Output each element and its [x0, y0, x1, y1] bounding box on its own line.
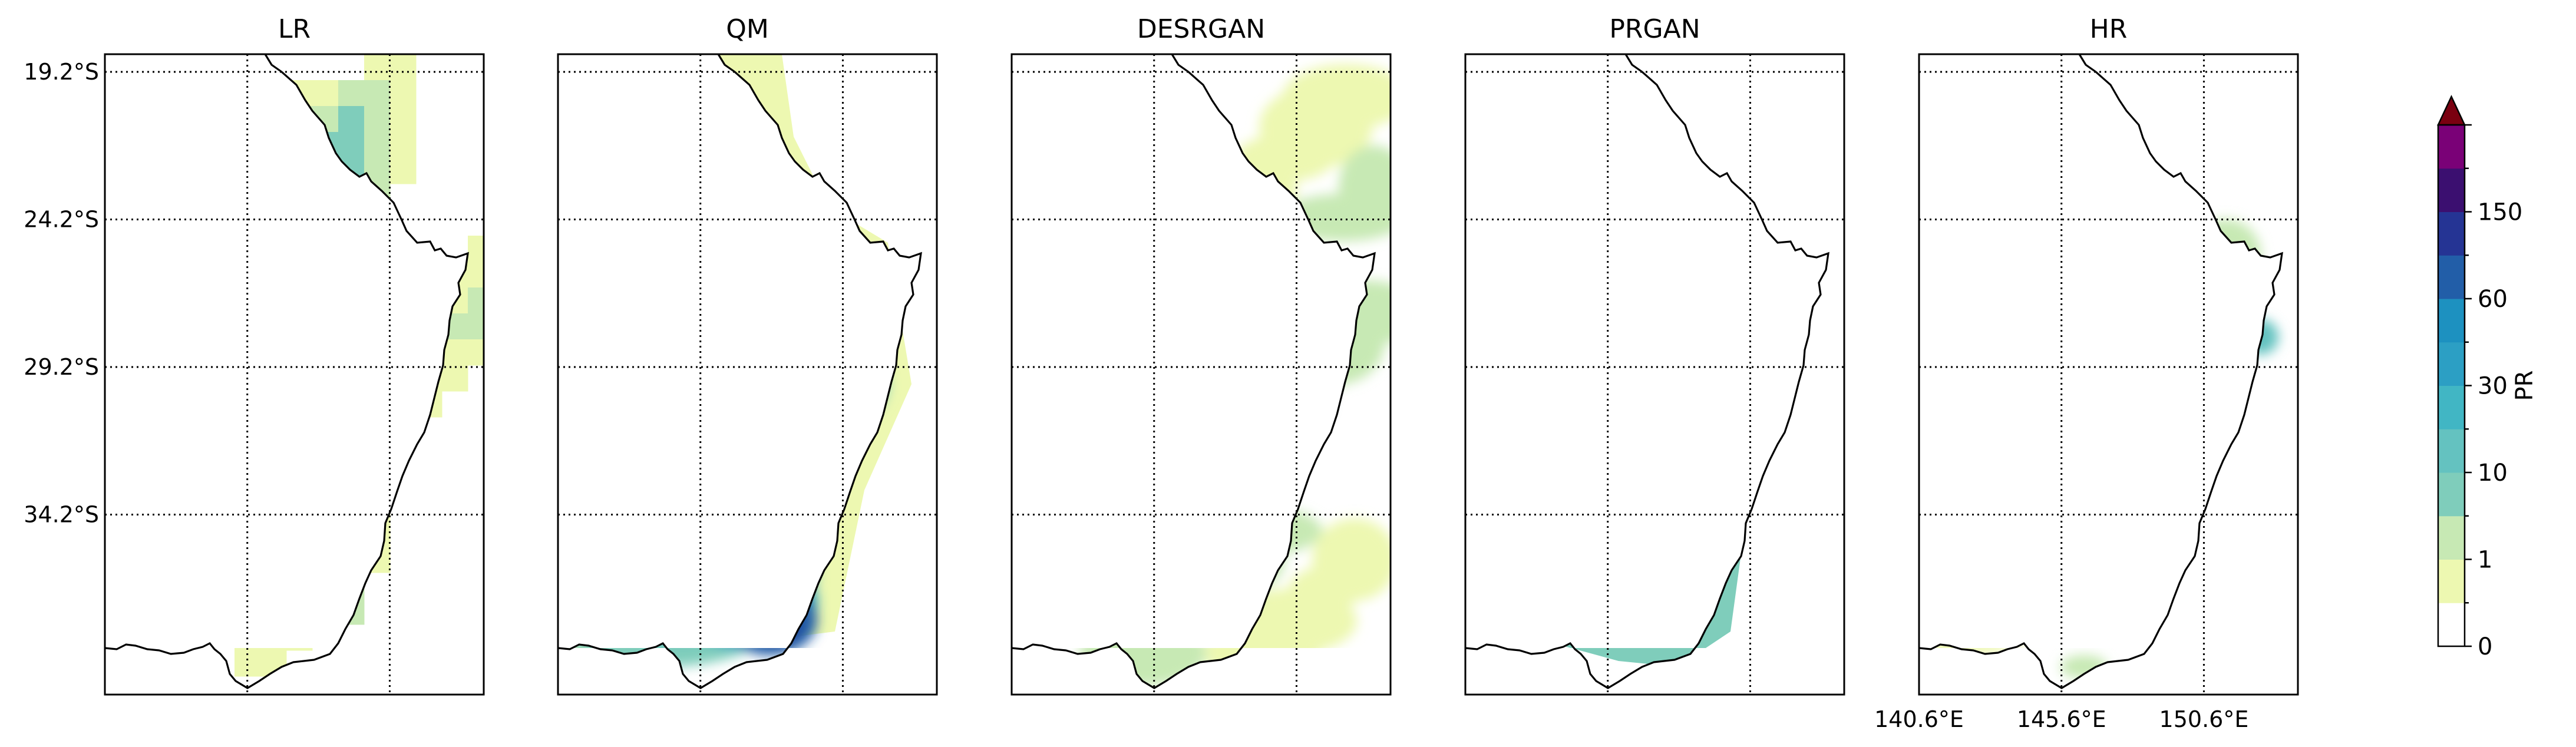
panel-title: LR	[278, 14, 311, 44]
panel-frame	[1010, 53, 1392, 696]
longitude-label: 145.6°E	[2017, 706, 2106, 732]
gridlines	[105, 54, 484, 695]
map-area	[557, 53, 938, 696]
latitude-axis: 19.2°S 24.2°S 29.2°S 34.2°S	[24, 59, 99, 527]
colorbar-band	[2438, 299, 2465, 343]
panel-frame	[557, 53, 938, 696]
colorbar-band	[2438, 559, 2465, 603]
colorbar-bands	[2438, 125, 2465, 647]
panel-title: PRGAN	[1609, 14, 1700, 44]
latitude-label: 19.2°S	[24, 59, 99, 85]
map-area	[1918, 53, 2299, 696]
colorbar-tick-label: 30	[2478, 373, 2508, 400]
colorbar-band	[2438, 168, 2465, 212]
gridlines	[1919, 54, 2298, 695]
colorbar-band	[2438, 385, 2465, 429]
colorbar-ticks	[2465, 124, 2472, 647]
colorbar-tick-label: 1	[2478, 547, 2492, 574]
panel-desrgan: DESRGAN	[1010, 14, 1392, 696]
coastline	[557, 54, 922, 689]
longitude-label: 140.6°E	[1874, 706, 1964, 732]
colorbar-tick-label: 10	[2478, 460, 2508, 487]
panel-frame	[1464, 53, 1845, 696]
latitude-label: 24.2°S	[24, 207, 99, 233]
panel-hr: HR	[1918, 14, 2299, 696]
colorbar-extend-arrow	[2437, 95, 2466, 126]
colorbar-band	[2438, 472, 2465, 517]
colorbar-band	[2438, 255, 2465, 299]
coastline	[1918, 54, 2283, 689]
panel-frame	[1918, 53, 2299, 696]
coastline	[104, 54, 469, 689]
coastline	[1465, 54, 1829, 689]
panel-frame	[104, 53, 485, 696]
colorbar: 0 1 10 30 60 150 PR	[2437, 95, 2538, 660]
coastline	[1011, 54, 1376, 689]
longitude-label: 150.6°E	[2159, 706, 2249, 732]
panel-title: DESRGAN	[1137, 14, 1265, 44]
panel-prgan: PRGAN	[1464, 14, 1845, 696]
panel-title: HR	[2090, 14, 2128, 44]
colorbar-tick-label: 0	[2478, 633, 2492, 660]
precipitation-field	[1012, 54, 1391, 688]
colorbar-band	[2438, 125, 2465, 169]
longitude-axis: 140.6°E 145.6°E 150.6°E	[1874, 706, 2248, 732]
colorbar-band	[2438, 515, 2465, 560]
colorbar-band	[2438, 603, 2465, 647]
panel-qm: QM	[557, 14, 938, 696]
panel-title: QM	[726, 14, 769, 44]
precipitation-field	[558, 54, 911, 667]
gridlines	[1465, 54, 1844, 695]
colorbar-tick-label: 60	[2478, 286, 2508, 313]
gridlines	[1012, 54, 1391, 695]
colorbar-band	[2438, 429, 2465, 473]
precipitation-field	[1919, 72, 2278, 679]
latitude-label: 29.2°S	[24, 354, 99, 380]
map-area	[1010, 53, 1392, 696]
gridlines	[558, 54, 937, 695]
colorbar-title: PR	[2511, 371, 2538, 401]
precipitation-field	[105, 54, 484, 677]
precipitation-field	[1471, 78, 1772, 667]
map-area	[1464, 53, 1845, 696]
colorbar-band	[2438, 211, 2465, 256]
colorbar-tick-label: 150	[2478, 199, 2522, 226]
panel-lr: LR	[104, 14, 485, 696]
colorbar-band	[2438, 342, 2465, 386]
latitude-label: 34.2°S	[24, 501, 99, 527]
map-area	[104, 53, 485, 696]
